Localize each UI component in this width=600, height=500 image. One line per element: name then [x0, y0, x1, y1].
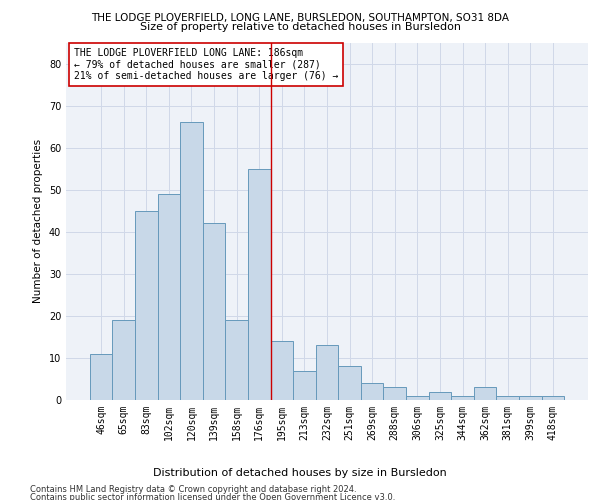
Bar [248, 168, 271, 400]
Bar [293, 370, 316, 400]
Text: Distribution of detached houses by size in Bursledon: Distribution of detached houses by size … [153, 468, 447, 477]
Text: Size of property relative to detached houses in Bursledon: Size of property relative to detached ho… [139, 22, 461, 32]
Bar [135, 210, 158, 400]
Bar [338, 366, 361, 400]
Bar [383, 388, 406, 400]
Bar [90, 354, 112, 400]
Bar [519, 396, 542, 400]
Bar [112, 320, 135, 400]
Bar [226, 320, 248, 400]
Text: THE LODGE PLOVERFIELD LONG LANE: 186sqm
← 79% of detached houses are smaller (28: THE LODGE PLOVERFIELD LONG LANE: 186sqm … [74, 48, 338, 81]
Bar [428, 392, 451, 400]
Bar [474, 388, 496, 400]
Bar [406, 396, 428, 400]
Bar [361, 383, 383, 400]
Text: Contains HM Land Registry data © Crown copyright and database right 2024.: Contains HM Land Registry data © Crown c… [30, 485, 356, 494]
Bar [180, 122, 203, 400]
Bar [316, 346, 338, 400]
Text: Contains public sector information licensed under the Open Government Licence v3: Contains public sector information licen… [30, 493, 395, 500]
Bar [271, 341, 293, 400]
Text: THE LODGE PLOVERFIELD, LONG LANE, BURSLEDON, SOUTHAMPTON, SO31 8DA: THE LODGE PLOVERFIELD, LONG LANE, BURSLE… [91, 12, 509, 22]
Bar [496, 396, 519, 400]
Bar [542, 396, 564, 400]
Bar [451, 396, 474, 400]
Bar [203, 224, 226, 400]
Bar [158, 194, 180, 400]
Y-axis label: Number of detached properties: Number of detached properties [33, 139, 43, 304]
